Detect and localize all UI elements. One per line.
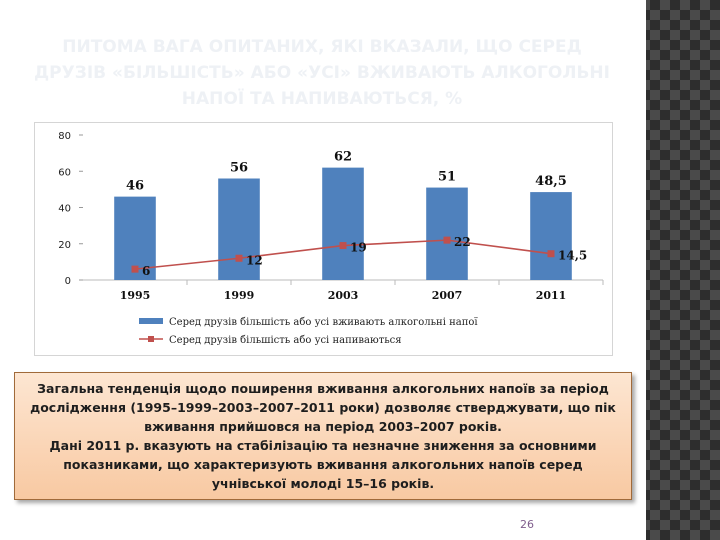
bar-data-label: 48,5 bbox=[535, 174, 567, 189]
y-tick-label: 20 bbox=[58, 240, 71, 251]
legend-label-bar: Серед друзів більшість або усі вживають … bbox=[169, 317, 478, 328]
x-category-label: 2011 bbox=[536, 289, 567, 302]
legend-label-line: Серед друзів більшість або усі напивають… bbox=[169, 335, 402, 346]
decorative-side-pattern bbox=[640, 0, 720, 540]
bar-data-label: 56 bbox=[230, 161, 248, 176]
bar-data-label: 62 bbox=[334, 150, 352, 165]
bar-2003 bbox=[322, 167, 364, 280]
page-number: 26 bbox=[520, 518, 534, 531]
line-marker-2003 bbox=[339, 242, 347, 250]
legend-swatch-line-marker bbox=[148, 336, 154, 342]
slide-title: ПИТОМА ВАГА ОПИТАНИХ, ЯКІ ВКАЗАЛИ, ЩО СЕ… bbox=[34, 37, 610, 109]
line-data-label: 22 bbox=[454, 235, 471, 249]
combo-chart: 0 20 40 60 80 46 56 62 51 48,5 1995 1999 2003 2007 201… bbox=[58, 131, 604, 346]
legend-swatch-bar bbox=[139, 318, 163, 324]
x-category-label: 1999 bbox=[224, 289, 255, 302]
bar-data-label: 51 bbox=[438, 170, 456, 185]
line-marker-2011 bbox=[547, 250, 555, 258]
bar-2007 bbox=[426, 187, 468, 280]
line-data-label: 14,5 bbox=[558, 249, 587, 263]
line-marker-1999 bbox=[235, 254, 243, 262]
bar-1999 bbox=[218, 178, 260, 280]
x-category-label: 2003 bbox=[328, 289, 359, 302]
y-tick-label: 40 bbox=[58, 204, 71, 215]
x-category-label: 2007 bbox=[432, 289, 463, 302]
conclusion-paragraph-1: Загальна тенденція щодо поширення вживан… bbox=[30, 381, 616, 434]
line-marker-1995 bbox=[131, 265, 139, 273]
line-data-label: 12 bbox=[246, 253, 263, 267]
line-marker-2007 bbox=[443, 236, 451, 244]
conclusion-paragraph-2: Дані 2011 р. вказують на стабілізацію та… bbox=[49, 438, 597, 491]
bar-data-label: 46 bbox=[126, 179, 144, 194]
chart-container: 0 20 40 60 80 46 56 62 51 48,5 1995 1999 2003 2007 201… bbox=[34, 122, 613, 356]
y-tick-label: 80 bbox=[58, 131, 71, 142]
y-tick-label: 0 bbox=[65, 276, 71, 287]
line-data-label: 6 bbox=[142, 264, 150, 278]
conclusion-textbox: Загальна тенденція щодо поширення вживан… bbox=[14, 372, 632, 500]
y-tick-label: 60 bbox=[58, 167, 71, 178]
x-category-label: 1995 bbox=[120, 289, 151, 302]
bar-2011 bbox=[530, 192, 572, 280]
line-data-label: 19 bbox=[350, 241, 367, 255]
